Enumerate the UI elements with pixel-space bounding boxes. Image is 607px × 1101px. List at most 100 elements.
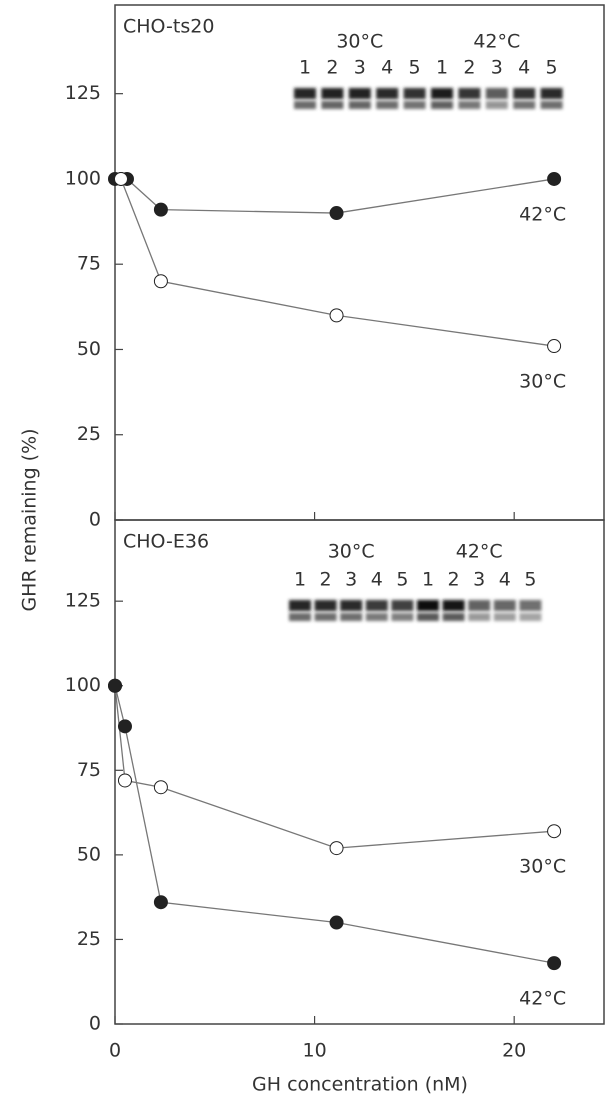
data-point <box>548 957 561 970</box>
lane-label: 2 <box>326 57 338 79</box>
blot-band <box>404 101 426 109</box>
data-point <box>548 340 561 353</box>
lane-label: 1 <box>436 57 448 79</box>
blot-band <box>513 101 535 109</box>
blot-band <box>349 101 371 109</box>
y-tick-label: 50 <box>77 338 101 360</box>
y-tick-label: 75 <box>77 759 101 781</box>
series-label: 42°C <box>519 988 566 1010</box>
series-label: 30°C <box>519 856 566 878</box>
lane-label: 5 <box>546 57 558 79</box>
blot-band <box>541 88 563 99</box>
blot-band <box>376 101 398 109</box>
data-point <box>118 774 131 787</box>
data-point <box>330 309 343 322</box>
lane-label: 5 <box>524 569 536 591</box>
panel-title: CHO-E36 <box>123 531 209 553</box>
blot-band <box>289 613 311 621</box>
blot-band <box>340 613 362 621</box>
series-line <box>115 686 554 848</box>
lane-label: 4 <box>371 569 383 591</box>
y-tick-label: 125 <box>65 82 101 104</box>
data-point <box>154 275 167 288</box>
y-tick-label: 125 <box>65 590 101 612</box>
y-tick-label: 50 <box>77 843 101 865</box>
x-tick-label: 20 <box>502 1040 526 1062</box>
lane-label: 3 <box>345 569 357 591</box>
data-point <box>154 203 167 216</box>
blot-band <box>468 613 490 621</box>
lane-label: 1 <box>294 569 306 591</box>
blot-band <box>486 101 508 109</box>
blot-band <box>519 613 541 621</box>
blot-band <box>443 613 465 621</box>
data-point <box>154 781 167 794</box>
lane-label: 3 <box>354 57 366 79</box>
panel-title: CHO-ts20 <box>123 16 214 38</box>
blot-band <box>431 88 453 99</box>
data-point <box>548 825 561 838</box>
group-label: 30°C <box>328 541 375 563</box>
data-point <box>330 916 343 929</box>
lane-label: 1 <box>422 569 434 591</box>
blot-band <box>494 613 516 621</box>
blot-band <box>541 101 563 109</box>
blot-band <box>321 101 343 109</box>
blot-band <box>513 88 535 99</box>
y-tick-label: 100 <box>65 674 101 696</box>
blot-band <box>468 600 490 611</box>
data-point <box>330 207 343 220</box>
blot-band <box>391 600 413 611</box>
data-point <box>109 679 122 692</box>
lane-label: 5 <box>409 57 421 79</box>
y-tick-label: 0 <box>89 509 101 531</box>
y-axis-label: GHR remaining (%) <box>19 428 41 611</box>
blot-band <box>294 101 316 109</box>
lane-label: 4 <box>499 569 511 591</box>
y-tick-label: 75 <box>77 253 101 275</box>
lane-label: 4 <box>518 57 530 79</box>
data-point <box>330 842 343 855</box>
lane-label: 2 <box>448 569 460 591</box>
y-tick-label: 0 <box>89 1013 101 1035</box>
series-label: 42°C <box>519 203 566 225</box>
blot-band <box>391 613 413 621</box>
blot-band <box>366 613 388 621</box>
lane-label: 2 <box>463 57 475 79</box>
group-label: 30°C <box>336 31 383 53</box>
series-label: 30°C <box>519 371 566 393</box>
blot-band <box>294 88 316 99</box>
blot-band <box>443 600 465 611</box>
blot-band <box>340 600 362 611</box>
blot-band <box>458 88 480 99</box>
lane-label: 3 <box>473 569 485 591</box>
x-tick-label: 0 <box>109 1040 121 1062</box>
data-point <box>118 720 131 733</box>
blot-band <box>376 88 398 99</box>
blot-band <box>494 600 516 611</box>
blot-band <box>519 600 541 611</box>
data-point <box>548 172 561 185</box>
data-point <box>114 172 127 185</box>
y-tick-label: 25 <box>77 928 101 950</box>
lane-label: 5 <box>396 569 408 591</box>
blot-band <box>349 88 371 99</box>
blot-band <box>458 101 480 109</box>
plot-frame <box>115 520 604 1024</box>
blot-band <box>321 88 343 99</box>
figure: CHO-ts200255075100125GHR remaining (%)12… <box>0 0 607 1101</box>
y-tick-label: 100 <box>65 167 101 189</box>
blot-band <box>486 88 508 99</box>
blot-band <box>417 613 439 621</box>
blot-band <box>431 101 453 109</box>
blot-band <box>315 600 337 611</box>
blot-band <box>417 600 439 611</box>
data-point <box>154 896 167 909</box>
blot-band <box>315 613 337 621</box>
y-tick-label: 25 <box>77 423 101 445</box>
page: CHO-ts200255075100125GHR remaining (%)12… <box>0 0 607 1101</box>
group-label: 42°C <box>473 31 520 53</box>
plot-frame <box>115 5 604 520</box>
x-tick-label: 10 <box>302 1040 326 1062</box>
blot-band <box>404 88 426 99</box>
